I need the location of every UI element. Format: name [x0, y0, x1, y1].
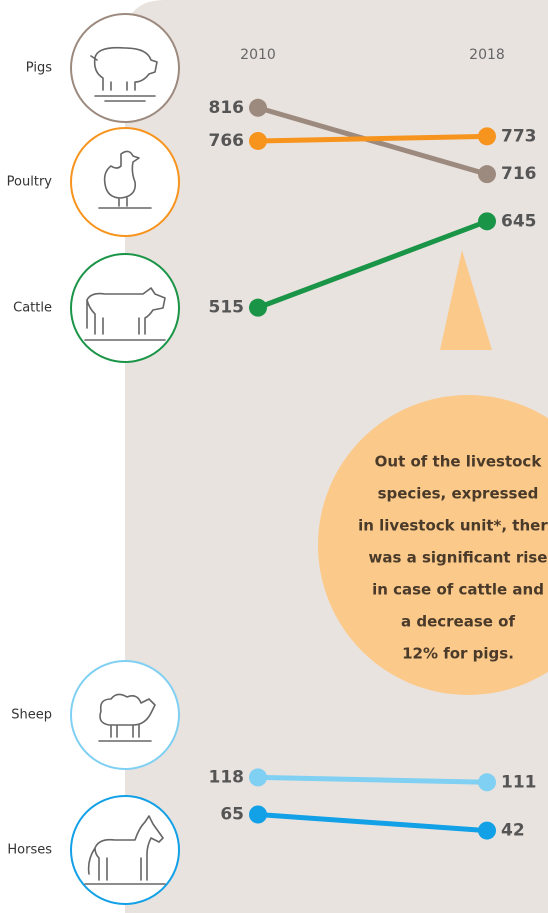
dot — [249, 132, 267, 150]
dot — [478, 773, 496, 791]
value-label: 773 — [501, 126, 537, 146]
dot — [249, 99, 267, 117]
year-label: 2010 — [240, 47, 276, 63]
chart: 2010 2018 Pigs 816 716 Poultry 766 773 Cattle 515… — [0, 0, 548, 913]
icon-circle — [71, 796, 179, 904]
dot — [478, 212, 496, 230]
note-line: a decrease of — [401, 613, 515, 631]
series-label: Sheep — [11, 708, 52, 723]
icon-circle — [71, 14, 179, 122]
note-line: in livestock unit*, there — [358, 517, 548, 535]
dot — [478, 165, 496, 183]
value-label: 645 — [501, 211, 537, 231]
icon-circle — [71, 128, 179, 236]
dot — [249, 299, 267, 317]
note-line: Out of the livestock — [375, 453, 543, 471]
dot — [478, 127, 496, 145]
value-label: 716 — [501, 164, 537, 184]
dot — [249, 768, 267, 786]
dot — [249, 806, 267, 824]
series-label: Poultry — [7, 175, 53, 190]
note-line: in case of cattle and — [372, 581, 544, 599]
series-label: Cattle — [13, 301, 52, 316]
value-label: 118 — [209, 767, 245, 787]
value-label: 515 — [209, 298, 245, 318]
value-label: 111 — [501, 772, 537, 792]
note-line: was a significant rise — [369, 549, 548, 567]
series-label: Horses — [7, 843, 52, 858]
dot — [478, 822, 496, 840]
value-label: 42 — [501, 821, 525, 841]
icon-circle — [71, 661, 179, 769]
value-label: 65 — [220, 805, 244, 825]
year-label: 2018 — [469, 47, 505, 63]
value-label: 766 — [209, 131, 245, 151]
value-label: 816 — [209, 98, 245, 118]
note-line: species, expressed — [378, 485, 539, 503]
series-label: Pigs — [26, 61, 52, 76]
note-line: 12% for pigs. — [402, 645, 514, 663]
